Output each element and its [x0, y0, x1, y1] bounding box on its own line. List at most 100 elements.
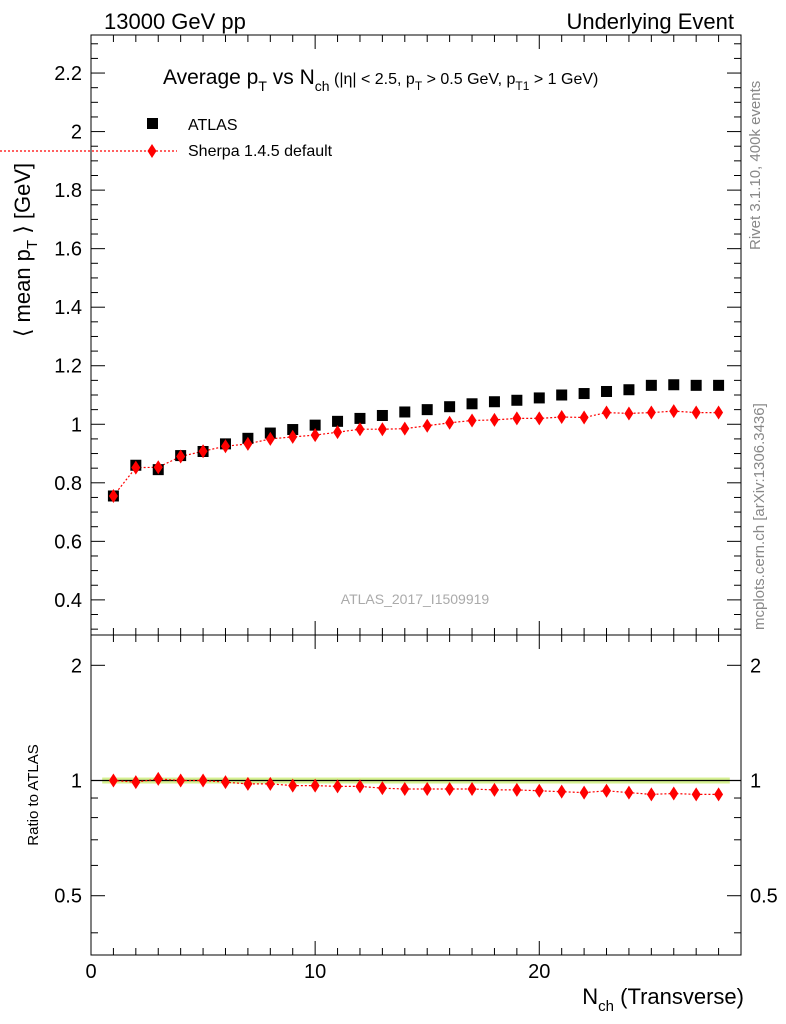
ratio-point — [714, 787, 724, 802]
ratio-point — [243, 776, 253, 791]
ratio-point — [669, 786, 679, 801]
atlas-point — [533, 392, 545, 404]
sherpa-point — [646, 405, 656, 420]
sherpa-point — [153, 460, 163, 475]
sherpa-point — [243, 436, 253, 451]
atlas-point — [690, 379, 702, 391]
y-tick-label: 0.6 — [54, 531, 82, 553]
sherpa-point — [669, 404, 679, 419]
ratio-point — [691, 787, 701, 802]
sherpa-point — [400, 421, 410, 436]
legend-atlas-marker — [147, 118, 158, 129]
ratio-point — [557, 784, 567, 799]
sherpa-point — [624, 406, 634, 421]
sherpa-point — [714, 405, 724, 420]
ratio-point — [624, 785, 634, 800]
y-tick-label: 1 — [71, 414, 82, 436]
sherpa-point — [198, 444, 208, 459]
sherpa-point — [445, 415, 455, 430]
sherpa-point — [220, 439, 230, 454]
x-tick-label: 10 — [304, 961, 326, 983]
ratio-tick-label: 2 — [71, 655, 82, 677]
sherpa-point — [108, 488, 118, 503]
ratio-point — [579, 785, 589, 800]
sherpa-line — [112, 410, 719, 497]
atlas-point — [601, 385, 613, 397]
ratio-point — [176, 773, 186, 788]
ratio-point — [288, 778, 298, 793]
ratio-point — [467, 782, 477, 797]
ratio-point — [265, 776, 275, 791]
sherpa-point — [265, 431, 275, 446]
atlas-point — [578, 388, 590, 400]
legend-atlas-label: ATLAS — [188, 117, 238, 134]
atlas-point — [421, 404, 433, 416]
sherpa-point — [579, 410, 589, 425]
ratio-y-axis-label: Ratio to ATLAS — [25, 744, 42, 845]
header-left: 13000 GeV pp — [104, 9, 246, 34]
atlas-point — [623, 384, 635, 396]
atlas-point — [511, 394, 523, 406]
ratio-point — [400, 782, 410, 797]
atlas-point — [376, 409, 388, 421]
y-tick-label: 2.2 — [54, 63, 82, 85]
sherpa-point — [355, 422, 365, 437]
sherpa-point — [333, 425, 343, 440]
atlas-point — [354, 412, 366, 424]
legend-sherpa-label: Sherpa 1.4.5 default — [188, 143, 333, 160]
atlas-points — [107, 379, 725, 502]
sherpa-point — [310, 428, 320, 443]
rivet-label: Rivet 3.1.10, 400k events — [747, 81, 764, 250]
y-tick-label: 1.2 — [54, 356, 82, 378]
x-tick-label: 0 — [85, 961, 96, 983]
sherpa-point — [467, 413, 477, 428]
legend: ATLAS Sherpa 1.4.5 default — [0, 117, 333, 160]
ratio-point — [534, 783, 544, 798]
ratio-point — [198, 773, 208, 788]
ratio-point — [422, 782, 432, 797]
plot-title: Average pT vs Nch (|η| < 2.5, pT > 0.5 G… — [163, 66, 598, 94]
ratio-series-line — [113, 778, 719, 796]
ratio-point — [512, 782, 522, 797]
sherpa-series-line — [112, 410, 719, 497]
atlas-point — [444, 401, 456, 413]
ratio-point — [602, 783, 612, 798]
ratio-point — [153, 771, 163, 786]
ratio-tick-label-right: 1 — [750, 771, 761, 793]
atlas-point — [645, 379, 657, 391]
ratio-panel-frame — [90, 634, 742, 956]
y-tick-label: 1.8 — [54, 180, 82, 202]
ratio-point — [445, 782, 455, 797]
atlas-point — [309, 419, 321, 431]
x-tick-label: 20 — [528, 961, 550, 983]
atlas-point — [287, 424, 299, 436]
ratio-point — [131, 775, 141, 790]
atlas-point — [466, 398, 478, 410]
ratio-tick-label-right: 0.5 — [750, 886, 778, 908]
ratio-point — [220, 775, 230, 790]
sherpa-point — [534, 411, 544, 426]
ratio-tick-label: 0.5 — [54, 886, 82, 908]
sherpa-point — [377, 422, 387, 437]
sherpa-point — [512, 411, 522, 426]
ratio-point — [310, 778, 320, 793]
sherpa-point — [557, 409, 567, 424]
analysis-watermark: ATLAS_2017_I1509919 — [341, 591, 490, 607]
ratio-point — [355, 779, 365, 794]
ratio-band — [91, 777, 741, 784]
ratio-point — [646, 787, 656, 802]
sherpa-point — [691, 405, 701, 420]
mcplots-label: mcplots.cern.ch [arXiv:1306.3436] — [751, 403, 768, 630]
ratio-point — [489, 782, 499, 797]
legend-sherpa-marker — [147, 144, 157, 158]
sherpa-point — [176, 449, 186, 464]
sherpa-point — [422, 418, 432, 433]
ratio-point — [333, 779, 343, 794]
axis-ticks: 0 10 20 0.4 0.6 0.8 1 1.2 1.4 1.6 1.8 2 2.2 0.5 0.5 1 1 2… — [54, 35, 778, 983]
atlas-point — [488, 396, 500, 408]
y-tick-label: 1.4 — [54, 297, 82, 319]
atlas-point — [399, 406, 411, 418]
y-tick-label: 0.4 — [54, 590, 82, 612]
ratio-tick-label: 1 — [71, 771, 82, 793]
